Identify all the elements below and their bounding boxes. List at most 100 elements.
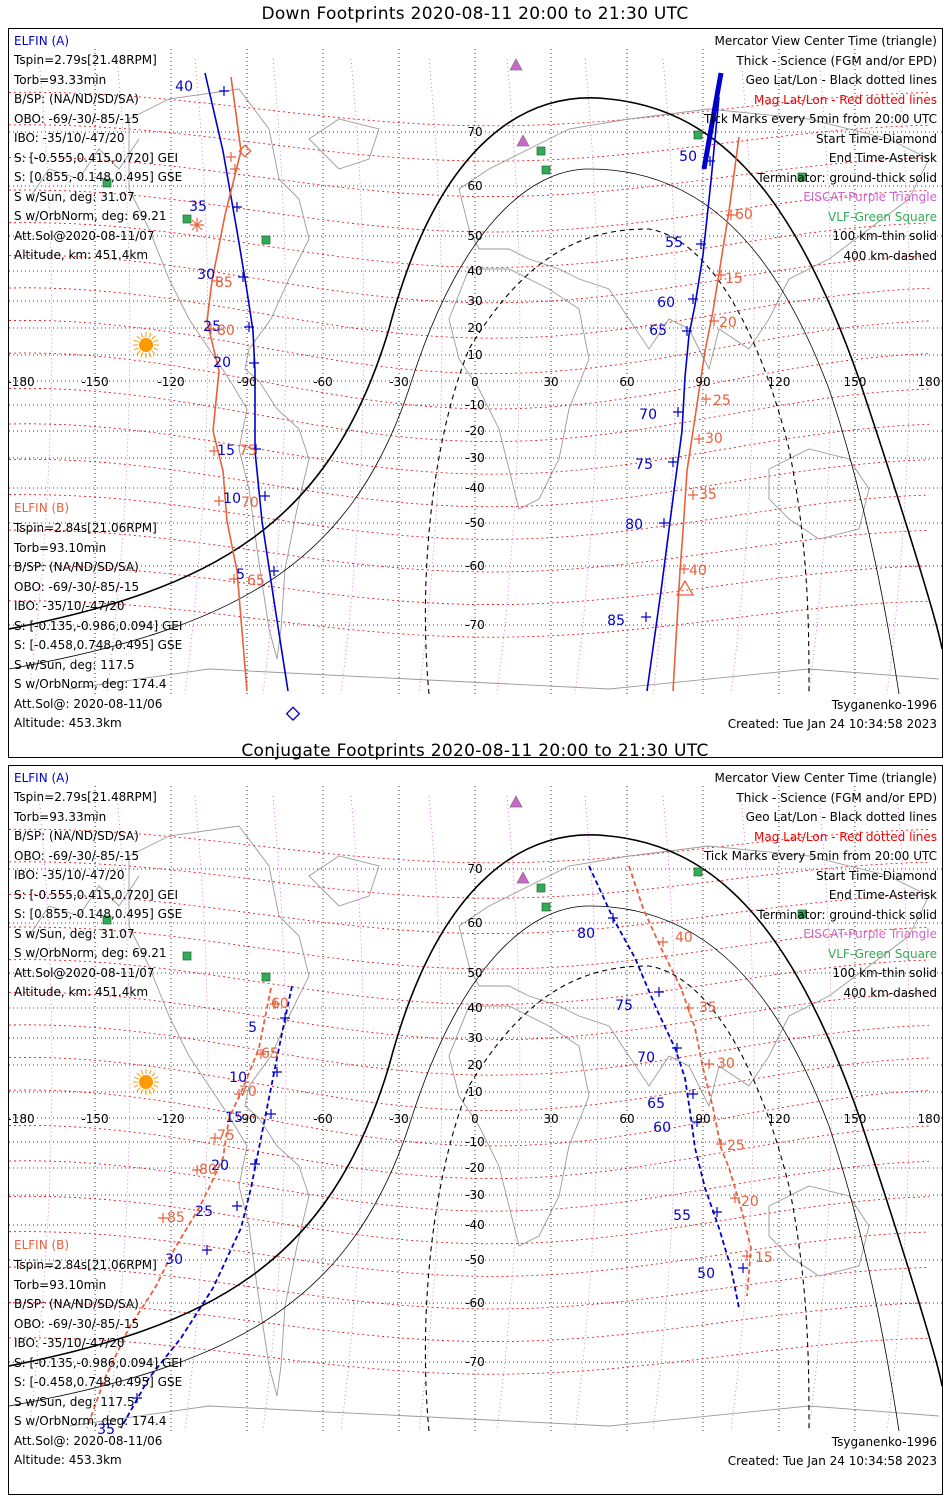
elfin-b-end-asterisk: [190, 218, 204, 232]
legend-item: 100 km-thin solid: [832, 966, 937, 980]
elfin-b-tick-mark: [210, 1133, 220, 1143]
terminator-100km-line: [9, 168, 900, 695]
elfin-a-info-line: B/SP: (NA/ND/SD/SA): [14, 829, 139, 843]
elfin-b-tick-mark: [230, 164, 240, 174]
elfin-a-info-line: OBO: -69/-30/-85/-15: [14, 848, 140, 863]
elfin-a-track: [646, 96, 720, 692]
mag-grid: [9, 91, 930, 638]
elfin-b-info-line: Altitude: 453.3km: [14, 716, 122, 730]
elfin-a-tick-mark: [244, 322, 254, 332]
elfin-b-tick-mark: [256, 1049, 266, 1059]
geo-grid: [9, 49, 942, 694]
longitude-tick-label: 0: [471, 1112, 479, 1126]
legend-item: Thick - Science (FGM and/or EPD): [736, 53, 937, 68]
elfin-b-tick-label: 35: [699, 487, 717, 503]
vlf-square: [536, 883, 546, 893]
elfin-a-tick-label: 15: [225, 1110, 243, 1126]
legend-item: End Time-Asterisk: [828, 888, 937, 902]
mag-latitude-line: [9, 458, 930, 508]
elfin-b-tick-label: 35: [699, 1000, 717, 1016]
elfin-a-tick-mark: [269, 566, 279, 576]
vlf-square: [261, 235, 271, 245]
mag-meridian: [730, 58, 755, 695]
mag-latitude-line: [9, 959, 930, 1005]
latitude-tick-label: -30: [465, 451, 485, 465]
elfin-a-tick-mark: [688, 294, 698, 304]
elfin-b-tick-mark: [701, 394, 711, 404]
elfin-a-tick-mark: [260, 491, 270, 501]
mag-latitude-line: [9, 1195, 930, 1245]
legend-item: End Time-Asterisk: [828, 151, 937, 165]
elfin-b-info-line: Att.Sol@: 2020-08-11/06: [14, 696, 163, 711]
elfin-a-tick-label: 10: [229, 1070, 247, 1086]
legend-item: 400 km-dashed: [843, 985, 937, 1000]
elfin-a-info-line: S w/OrbNorm, deg: 69.21: [14, 209, 167, 223]
terminator-100km-line: [9, 905, 900, 1432]
elfin-b-tick-mark: [229, 574, 239, 584]
elfin-b-tick-mark: [704, 1059, 714, 1069]
elfin-b-tick-label: 65: [247, 573, 265, 589]
elfin-a-tick-mark: [249, 358, 259, 368]
elfin-a-tick-label: 35: [189, 199, 207, 215]
elfin-a-tick-label: 20: [213, 355, 231, 371]
elfin-b-info-line: OBO: -69/-30/-85/-15: [14, 1316, 140, 1331]
elfin-b-info-line: S: [-0.135,-0.986,0.094] GEI: [14, 1355, 183, 1370]
latitude-tick-label: 70: [467, 862, 482, 876]
elfin-b-info-line: S: [-0.458,0.748,0.495] GSE: [14, 1375, 183, 1389]
elfin-a-tick-label: 25: [195, 1204, 213, 1220]
elfin-b-info-line: Torb=93.10min: [14, 540, 107, 555]
elfin-b-info-line: Att.Sol@: 2020-08-11/06: [14, 1433, 163, 1448]
latitude-tick-label: 10: [467, 348, 482, 362]
elfin-a-info-line: S: [-0.555,0.415,0.720] GEI: [14, 887, 179, 902]
elfin-a-tick-mark: [251, 444, 261, 454]
vlf-square: [797, 909, 807, 919]
elfin-a-header: ELFIN (A): [14, 771, 70, 785]
sun-ray: [151, 335, 156, 340]
longitude-tick-label: -120: [157, 1112, 184, 1126]
elfin-a-tick-label: 5: [236, 567, 245, 583]
legend-item: VLF-Green Square: [828, 209, 937, 224]
terminator-400km-line: [424, 228, 810, 695]
elfin-a-tick-label: 35: [97, 1422, 115, 1438]
terminator: [9, 834, 942, 1432]
sun-ray: [153, 339, 159, 343]
mag-meridian: [418, 795, 443, 1432]
elfin-a-tick-label: 5: [248, 1020, 257, 1036]
elfin-b-info-line: S w/OrbNorm, deg: 174.4: [14, 677, 167, 691]
elfin-a-tick-label: 60: [657, 295, 675, 311]
latitude-tick-label: -10: [465, 1135, 485, 1149]
elfin-b-info-line: IBO: -35/10/-47/20: [14, 1336, 125, 1350]
elfin-b-tick-mark: [679, 564, 689, 574]
elfin-a-info-line: Altitude, km: 451.4km: [14, 985, 149, 999]
elfin-b-info-line: B/SP: (NA/ND/SD/SA): [14, 560, 139, 574]
elfin-b-info-line: Tspin=2.84s[21.06RPM]: [14, 1258, 157, 1272]
elfin-a-tick-label: 50: [679, 149, 697, 165]
elfin-a-info-line: Tspin=2.79s[21.48RPM]: [14, 53, 157, 67]
latitude-tick-label: -10: [465, 398, 485, 412]
elfin-a-tick-mark: [659, 518, 669, 528]
sun-ray: [136, 1087, 141, 1092]
elfin-b-tick-mark: [716, 1139, 726, 1149]
latitude-tick-label: -60: [465, 559, 485, 573]
terminator-ground-line: [9, 97, 942, 650]
elfin-a-info-line: OBO: -69/-30/-85/-15: [14, 111, 140, 126]
legend-item: Mercator View Center Time (triangle): [714, 771, 937, 785]
mag-latitude-line: [9, 494, 930, 540]
sun-ray: [151, 1087, 156, 1092]
alaska-coastline: [28, 875, 140, 937]
legend-item: VLF-Green Square: [828, 946, 937, 961]
elfin-a-tick-label: 65: [647, 1096, 665, 1112]
longitude-tick-label: 120: [768, 1112, 791, 1126]
elfin-a-tick-label: 25: [203, 319, 221, 335]
elfin-b-info-line: S: [-0.458,0.748,0.495] GSE: [14, 638, 183, 652]
elfin-a-tick-label: 80: [625, 517, 643, 533]
longitude-tick-label: -30: [389, 375, 409, 389]
mag-latitude-line: [9, 222, 930, 268]
latitude-tick-label: 30: [467, 1031, 482, 1045]
longitude-tick-label: 150: [843, 375, 866, 389]
longitude-tick-label: -90: [237, 1112, 257, 1126]
americas-coastline: [128, 825, 310, 1397]
terminator: [9, 97, 942, 695]
map-canvas: 5 10 15 20 25 30 35 80 75 70 65 60 55 50 60 65 70 75 80 85 4…: [9, 786, 942, 1438]
latitude-tick-label: 40: [467, 264, 482, 278]
